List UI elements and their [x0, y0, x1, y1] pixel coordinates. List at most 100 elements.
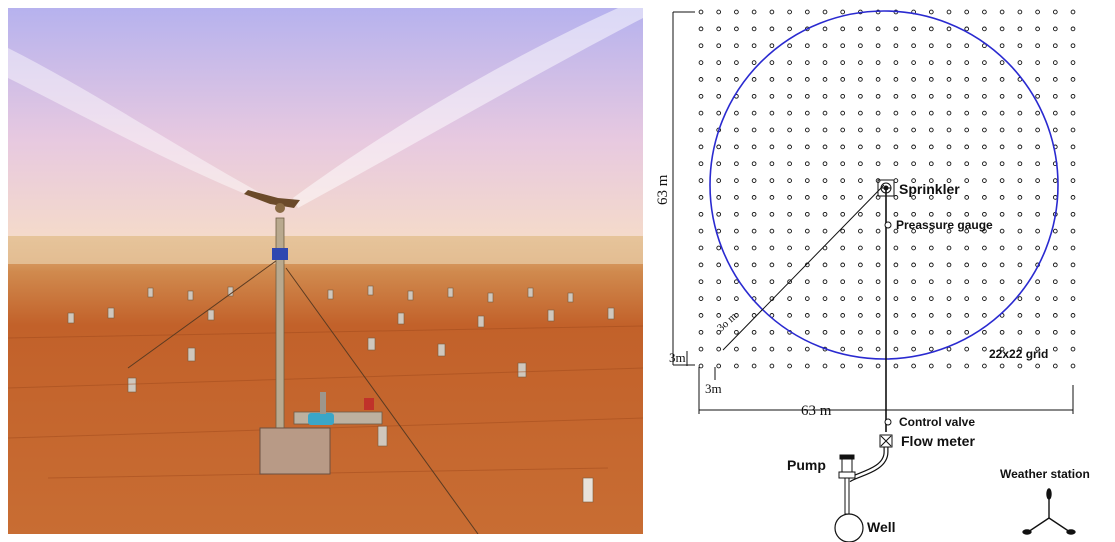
catch-can-dot	[858, 127, 863, 133]
catch-can-dot	[1052, 178, 1058, 183]
catch-can-dot	[787, 211, 792, 217]
catch-can-dot	[716, 346, 722, 352]
catch-can-dot	[716, 296, 722, 301]
catch-can-dot	[734, 296, 739, 301]
water-jet-right	[293, 8, 643, 208]
catch-can-dot	[893, 279, 899, 285]
catch-can-dot	[698, 296, 704, 301]
catch-can-dot	[840, 211, 846, 217]
catch-can-dot	[875, 262, 881, 268]
catch-can-dot	[858, 346, 863, 352]
catch-can-dot	[1035, 93, 1040, 99]
catch-can-dot	[698, 178, 704, 183]
catch-can-dot	[698, 144, 704, 150]
catch-can-dot	[946, 211, 952, 217]
catch-can-dot	[999, 279, 1005, 285]
catch-can-dot	[1052, 262, 1058, 268]
catch-can-dot	[999, 93, 1005, 99]
catch-can-dot	[858, 93, 863, 99]
catch-can-dot	[840, 110, 846, 116]
catch-can-dot	[928, 195, 934, 200]
catch-can-dot	[1035, 228, 1040, 234]
catch-can-dot	[964, 211, 970, 217]
catch-can-dot	[858, 60, 863, 65]
catch-can-dot	[840, 245, 846, 251]
catch-can-dot	[964, 279, 970, 285]
catch-can-dot	[1035, 279, 1040, 285]
catch-can-dot	[982, 296, 987, 301]
catch-can-dot	[982, 363, 987, 369]
catch-can-dot	[858, 178, 863, 183]
catch-can-dot	[893, 144, 899, 150]
catch-can-dot	[1017, 363, 1023, 369]
catch-can-dot	[999, 60, 1005, 65]
catch-can-dot	[787, 144, 792, 150]
catch-can-dot	[734, 228, 739, 234]
catch-can-dot	[982, 211, 987, 217]
catch-can-dot	[999, 161, 1005, 167]
catch-can-dot	[698, 43, 704, 49]
catch-can-dot	[822, 127, 828, 133]
catch-can-dot	[840, 363, 846, 369]
catch-can-dot	[787, 245, 792, 251]
catch-can-dot	[928, 329, 934, 335]
catch-can-dot	[893, 313, 899, 318]
catch-can-dot	[698, 279, 704, 285]
catch-can-dot	[911, 110, 916, 116]
catch-cans	[67, 285, 615, 503]
catch-can-dot	[734, 144, 739, 150]
catch-can-dot	[999, 245, 1005, 251]
catch-can-dot	[840, 279, 846, 285]
catch-can-dot	[822, 178, 828, 183]
catch-can-dot	[751, 26, 757, 32]
catch-can-dot	[1017, 144, 1023, 150]
catch-can-dot	[893, 110, 899, 116]
catch-can-dot	[1035, 329, 1040, 335]
catch-can-dot	[1035, 9, 1040, 15]
sprinkler-icon	[877, 179, 895, 197]
catch-can-dot	[893, 346, 899, 352]
sprinkler-label: Sprinkler	[899, 181, 960, 197]
catch-can-dot	[1052, 127, 1058, 133]
radius-line	[722, 184, 885, 351]
catch-can-dot	[716, 77, 722, 82]
catch-can-dot	[769, 346, 775, 352]
catch-can-grid	[698, 9, 1076, 369]
catch-can-dot	[804, 245, 810, 251]
catch-can-dot	[875, 346, 881, 352]
catch-can-dot	[1070, 161, 1076, 167]
catch-can-dot	[716, 110, 722, 116]
catch-can-dot	[734, 211, 739, 217]
catch-can-dot	[840, 93, 846, 99]
catch-can-dot	[698, 60, 704, 65]
catch-can-dot	[1052, 363, 1058, 369]
catch-can-dot	[893, 211, 899, 217]
catch-can-dot	[1070, 313, 1076, 318]
catch-can-dot	[840, 178, 846, 183]
catch-can-dot	[804, 144, 810, 150]
catch-can-dot	[804, 313, 810, 318]
catch-can-dot	[911, 144, 916, 150]
spacing-x-label: 3m	[705, 381, 722, 396]
catch-can-dot	[911, 296, 916, 301]
catch-can-dot	[751, 211, 757, 217]
catch-can-dot	[1017, 26, 1023, 32]
catch-can-dot	[716, 329, 722, 335]
catch-can-dot	[1017, 245, 1023, 251]
catch-can-dot	[1035, 60, 1040, 65]
catch-can-dot	[1052, 43, 1058, 49]
catch-can-dot	[875, 144, 881, 150]
catch-can-dot	[875, 296, 881, 301]
catch-can-dot	[804, 77, 810, 82]
catch-can-dot	[928, 363, 934, 369]
catch-can-dot	[911, 245, 916, 251]
pressure-gauge-icon	[884, 221, 892, 229]
catch-can-dot	[1017, 262, 1023, 268]
catch-can-dot	[928, 346, 934, 352]
catch-can-dot	[769, 110, 775, 116]
catch-can-dot	[751, 245, 757, 251]
catch-can-dot	[716, 60, 722, 65]
catch-can-dot	[982, 313, 987, 318]
width-label: 63 m	[801, 403, 832, 419]
catch-can-dot	[787, 77, 792, 82]
